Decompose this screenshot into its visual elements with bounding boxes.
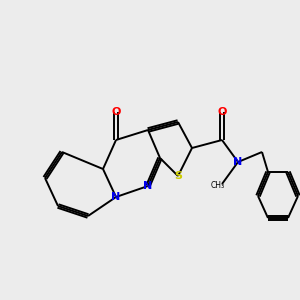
Text: O: O xyxy=(217,107,227,117)
Text: O: O xyxy=(111,107,121,117)
Text: N: N xyxy=(111,192,121,202)
Text: CH₃: CH₃ xyxy=(211,182,225,190)
Text: N: N xyxy=(233,157,243,167)
Text: N: N xyxy=(143,181,153,191)
Text: S: S xyxy=(174,171,182,181)
